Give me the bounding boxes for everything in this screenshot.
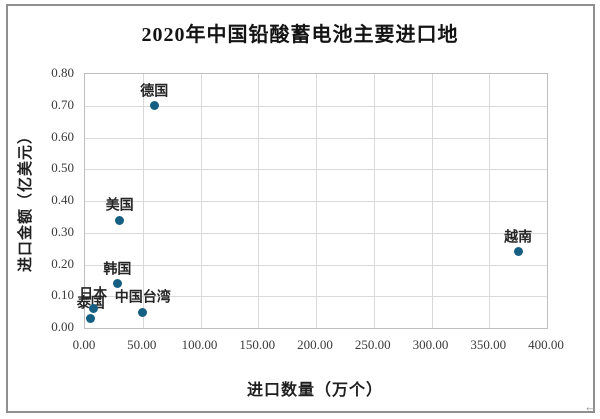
data-point	[86, 313, 96, 323]
y-tick-label: 0.40	[51, 192, 74, 207]
gridline-horizontal	[85, 169, 547, 171]
data-point-label: 泰国	[76, 294, 105, 311]
gridline-horizontal	[85, 201, 547, 202]
data-point	[112, 279, 122, 289]
x-tick-label: 250.00	[354, 337, 391, 352]
data-point	[88, 304, 98, 314]
y-axis-title: 进口金额（亿美元）	[17, 128, 34, 273]
data-point-label: 韩国	[103, 259, 132, 276]
x-axis-title: 进口数量（万个）	[246, 382, 383, 399]
gridline-horizontal	[85, 264, 547, 266]
data-point-label: 德国	[140, 82, 169, 99]
data-point-label: 越南	[504, 228, 533, 245]
data-point	[149, 101, 159, 111]
y-tick-label: 0.20	[51, 255, 74, 271]
x-tick-label: 300.00	[412, 337, 449, 352]
y-tick-label: 0.10	[51, 287, 74, 303]
gridline-horizontal	[85, 137, 547, 139]
gridline-horizontal	[85, 296, 547, 298]
y-tick-label: 0.80	[51, 65, 74, 80]
plot-area: 泰国 日本 韩国 美国中国台湾 德国越南	[77, 73, 548, 329]
x-tick-label: 100.00	[181, 337, 218, 352]
chart-title: 2020年中国铅酸蓄电池主要进口地	[141, 24, 459, 46]
data-point-label: 美国	[105, 196, 134, 213]
y-tick-label: 0.70	[51, 96, 74, 112]
x-tick-label: 50.00	[127, 337, 157, 352]
y-tick-label: 0.30	[51, 223, 74, 239]
cursor-arrow-icon: ←	[584, 399, 597, 414]
data-point	[513, 247, 523, 257]
x-tick-label: 150.00	[239, 337, 276, 352]
x-tick-label: 400.00	[528, 337, 564, 352]
x-tick-label: 350.00	[470, 337, 507, 352]
data-point	[138, 307, 148, 317]
x-tick-label: 200.00	[297, 337, 333, 352]
data-point-label: 中国台湾	[114, 288, 171, 305]
gridline-horizontal	[85, 105, 547, 107]
y-tick-label: 0.00	[51, 319, 74, 334]
gridline-horizontal	[85, 232, 547, 234]
x-tick-label: 0.00	[72, 337, 96, 352]
y-tick-label: 0.60	[51, 128, 74, 144]
data-point-label: 日本	[79, 285, 108, 302]
y-tick-label: 0.50	[51, 160, 74, 176]
data-point	[115, 215, 125, 225]
